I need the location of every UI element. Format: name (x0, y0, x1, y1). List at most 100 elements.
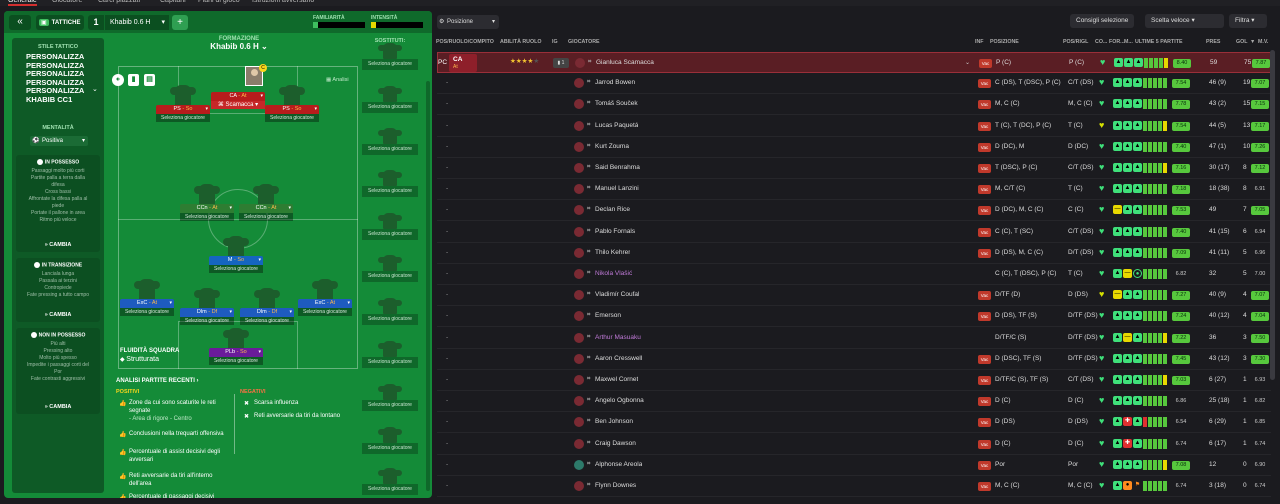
position-ps-right[interactable]: PS - SoSeleziona giocatore (265, 85, 319, 122)
table-row[interactable]: - ⌗ Jarrod Bowen Vac C (DS), T (DSC), P (C) C… (437, 73, 1271, 95)
player-name[interactable]: Declan Rice (595, 206, 631, 214)
tactic-slot-number[interactable]: 1 (88, 15, 104, 30)
topnav-carci-piazzati[interactable]: Carci piazzati (98, 0, 141, 4)
sub-slot[interactable]: Seleziona giocatore (362, 298, 418, 325)
position-role[interactable]: PLb - So (209, 348, 263, 357)
table-row[interactable]: - ⌗ Nikola Vlašić C (C), T (DSC), P (C) T (C… (437, 264, 1271, 285)
recent-analysis-link[interactable]: ANALISI PARTITE RECENTI › (116, 378, 199, 384)
position-player-select[interactable]: Seleziona giocatore (180, 213, 234, 221)
stats-icon[interactable]: ▮ (128, 74, 139, 86)
advice-button[interactable]: Consigli selezione (1070, 14, 1135, 28)
position-player-select[interactable]: Seleziona giocatore (265, 114, 319, 122)
player-name[interactable]: Alphonse Areola (595, 460, 643, 468)
topnav-generale[interactable]: Generale (8, 0, 37, 6)
position-role[interactable]: CA - At (211, 92, 265, 101)
mentality-dropdown[interactable]: Positiva (30, 136, 88, 146)
quick-pick-dropdown[interactable]: Scelta veloce (1145, 14, 1224, 28)
table-row[interactable]: - ⌗ Angelo Ogbonna Vac D (C) D (C) ♥ ▲ ▲ ▲ 6.86 25 … (437, 391, 1271, 413)
position-role[interactable]: CCn - At (180, 204, 234, 213)
position-ca[interactable]: CCA - At⌘ Scamacca ▾ (211, 64, 267, 109)
topnav-capitani[interactable]: Capitani (160, 0, 186, 4)
position-role[interactable]: Dlm - Df (180, 308, 234, 317)
table-row[interactable]: - ⌗ Said Benrahma Vac T (DSC), P (C) C/T (DS)… (437, 158, 1271, 179)
position-player-select[interactable]: Seleziona giocatore (240, 317, 294, 325)
column-header[interactable]: GOL (1236, 39, 1248, 45)
position-dlm-right[interactable]: Dlm - DfSeleziona giocatore (240, 288, 294, 325)
position-plb[interactable]: PLb - SoSeleziona giocatore (209, 328, 263, 365)
position-cc-right[interactable]: CCn - AtSeleziona giocatore (239, 184, 293, 221)
column-header[interactable]: POSIZIONE (990, 39, 1019, 45)
player-name[interactable]: Arthur Masuaku (595, 333, 641, 341)
column-header[interactable]: ABILITÀ RUOLO (500, 39, 542, 45)
out-possession-change-button[interactable]: » CAMBIA (44, 404, 72, 410)
player-name[interactable]: Maxwel Cornet (595, 376, 639, 383)
column-header[interactable]: ▼ (1250, 39, 1256, 45)
player-name[interactable]: Thilo Kehrer (595, 248, 631, 256)
sub-slot[interactable]: Seleziona giocatore (362, 170, 418, 197)
position-role[interactable]: Dlm - Df (240, 308, 294, 317)
table-row[interactable]: CA At PC ★★★★★ ▮ 1 ⌄ ⌗ Gianluca Scamacca Vac P (C… (437, 52, 1271, 73)
position-cc-left[interactable]: CCn - AtSeleziona giocatore (180, 184, 234, 221)
position-player-select[interactable]: Seleziona giocatore (298, 308, 352, 316)
position-dlm-left[interactable]: Dlm - DfSeleziona giocatore (180, 288, 234, 325)
position-player-select[interactable]: Seleziona giocatore (156, 114, 210, 122)
player-name[interactable]: Ben Johnson (595, 418, 633, 426)
sub-slot[interactable]: Seleziona giocatore (362, 43, 418, 70)
position-m[interactable]: M - SoSeleziona giocatore (209, 236, 263, 273)
sub-slot[interactable]: Seleziona giocatore (362, 255, 418, 282)
position-exc-right[interactable]: ExC - AtSeleziona giocatore (298, 279, 352, 316)
table-row[interactable]: - ⌗ Maxwel Cornet Vac D/TF/C (S), TF (S) C/T … (437, 370, 1271, 391)
position-role[interactable]: ExC - At (120, 299, 174, 308)
table-row[interactable]: - ⌗ Arthur Masuaku D/TF/C (S) D/TF (DS) ♥ ▲ — ▲ 7… (437, 328, 1271, 349)
table-row[interactable]: - ⌗ Lucas Paquetá Vac T (C), T (DC), P (C) T … (437, 116, 1271, 137)
position-role[interactable]: CCn - At (239, 204, 293, 213)
position-role[interactable]: PS - So (156, 105, 210, 114)
table-row[interactable]: - ⌗ Manuel Lanzini Vac M, C/T (C) T (C) ♥ ▲ ▲ ▲ 7.… (437, 179, 1271, 201)
column-header[interactable]: CO... (1095, 39, 1108, 45)
sub-slot[interactable]: Seleziona giocatore (362, 213, 418, 240)
position-role[interactable]: M - So (209, 256, 263, 265)
column-header[interactable]: INF (975, 39, 984, 45)
table-row[interactable]: - ⌗ Aaron Cresswell Vac D (DSC), TF (S) D/TF … (437, 349, 1271, 370)
add-tactic-button[interactable]: + (172, 15, 188, 30)
table-row[interactable]: - ⌗ Flynn Downes Vac M, C (C) M, C (C) ♥ ▲ ● ⚑ 6.7… (437, 476, 1271, 497)
topnav-istruzioni-avversario[interactable]: Istruzioni avversario (252, 0, 315, 4)
in-transition-change-button[interactable]: » CAMBIA (44, 312, 72, 318)
table-row[interactable]: - ⌗ Emerson Vac D (DS), TF (S) D/TF (DS) ♥ ▲ ▲ ▲ 7… (437, 306, 1271, 328)
player-name[interactable]: Gianluca Scamacca (596, 59, 654, 66)
back-button[interactable]: « (9, 15, 31, 30)
position-player-select[interactable]: ⌘ Scamacca ▾ (211, 101, 265, 109)
player-name[interactable]: Lucas Paquetá (595, 121, 639, 129)
column-header[interactable]: POS/RIGL (1063, 39, 1089, 45)
tactics-tab[interactable]: ▣ TATTICHE (36, 15, 84, 30)
position-exc-left[interactable]: ExC - AtSeleziona giocatore (120, 279, 174, 316)
column-header[interactable]: M... (1124, 39, 1133, 45)
tactic-select[interactable]: Khabib 0.6 H (105, 15, 169, 30)
player-name[interactable]: Tomáš Souček (595, 100, 638, 108)
column-header[interactable]: ULTIME 5 PARTITE (1135, 39, 1183, 45)
player-name[interactable]: Said Benrahma (595, 164, 640, 171)
sub-slot[interactable]: Seleziona giocatore (362, 468, 418, 495)
column-header[interactable]: GIOCATORE (568, 39, 600, 45)
column-header[interactable]: POS/RUOLO/COMPITO (436, 39, 494, 45)
column-header[interactable]: M.V. (1258, 39, 1269, 45)
board-icon[interactable]: ▤ (144, 74, 155, 86)
style-names[interactable]: PERSONALIZZA PERSONALIZZA PERSONALIZZA PERS… (26, 52, 96, 105)
column-header[interactable]: PRES (1206, 39, 1221, 45)
sub-slot[interactable]: Seleziona giocatore (362, 427, 418, 454)
subs-scrollbar[interactable] (426, 81, 430, 491)
players-scrollbar[interactable] (1270, 50, 1275, 380)
position-player-select[interactable]: Seleziona giocatore (180, 317, 234, 325)
topnav-giocatore[interactable]: Giocatore (52, 0, 83, 4)
table-row[interactable]: - ⌗ Ben Johnson Vac D (DS) D (DS) ♥ ▲ ✚ ▲ 6.54 6 (2… (437, 412, 1271, 434)
player-name[interactable]: Jarrod Bowen (595, 79, 636, 87)
table-row[interactable]: - ⌗ Thilo Kehrer Vac D (DS), M, C (C) D/T (DS… (437, 243, 1271, 264)
position-ps-left[interactable]: PS - SoSeleziona giocatore (156, 85, 210, 122)
sub-slot[interactable]: Seleziona giocatore (362, 86, 418, 113)
position-player-select[interactable]: Seleziona giocatore (209, 265, 263, 273)
table-row[interactable]: - ⌗ Tomáš Souček Vac M, C (C) M, C (C) ♥ ▲ ▲ ▲ 7.7… (437, 94, 1271, 116)
filter-dropdown[interactable]: Filtra (1229, 14, 1267, 28)
table-row[interactable]: - ⌗ Craig Dawson Vac D (C) D (C) ♥ ▲ ✚ ▲ 6.74 6 (17… (437, 434, 1271, 455)
player-name[interactable]: Flynn Downes (595, 482, 637, 489)
